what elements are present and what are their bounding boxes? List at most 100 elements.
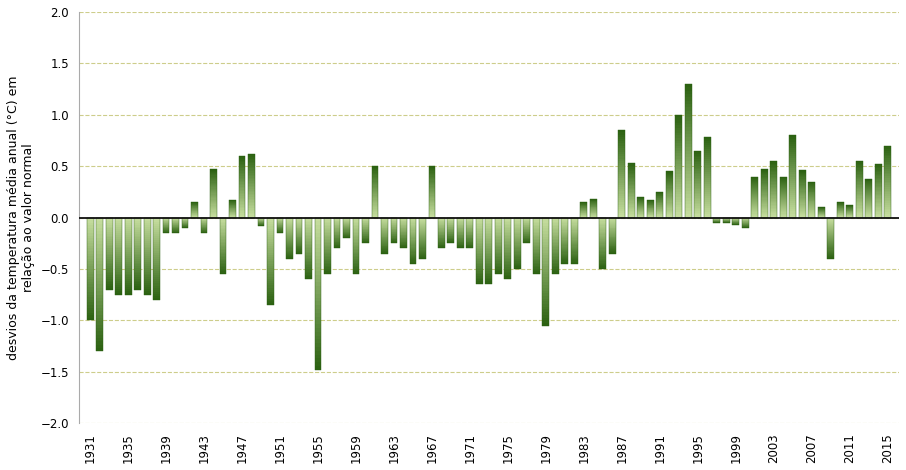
Bar: [543, 307, 549, 309]
Bar: [685, 201, 691, 204]
Bar: [429, 181, 436, 183]
Bar: [429, 169, 436, 170]
Bar: [884, 192, 892, 194]
Bar: [267, 301, 274, 303]
Bar: [770, 182, 777, 184]
Bar: [87, 261, 93, 264]
Bar: [400, 223, 407, 224]
Bar: [106, 221, 112, 223]
Bar: [115, 219, 122, 221]
Bar: [609, 233, 616, 234]
Bar: [371, 192, 379, 193]
Bar: [533, 263, 540, 264]
Bar: [486, 219, 492, 221]
Bar: [381, 250, 388, 251]
Bar: [248, 174, 255, 176]
Bar: [429, 211, 436, 212]
Bar: [267, 242, 274, 244]
Bar: [685, 154, 691, 157]
Bar: [295, 239, 303, 240]
Bar: [125, 235, 131, 237]
Bar: [505, 247, 511, 249]
Bar: [571, 220, 578, 221]
Bar: [381, 247, 388, 248]
Bar: [770, 168, 777, 170]
Bar: [562, 223, 568, 225]
Bar: [400, 228, 407, 229]
Bar: [600, 250, 606, 251]
Bar: [865, 217, 872, 218]
Bar: [324, 239, 331, 240]
Bar: [362, 235, 369, 236]
Bar: [371, 207, 379, 209]
Bar: [808, 199, 815, 200]
Bar: [875, 187, 882, 188]
Bar: [600, 238, 606, 240]
Bar: [609, 252, 616, 253]
Bar: [751, 178, 758, 179]
Bar: [457, 243, 464, 244]
Bar: [628, 163, 635, 218]
Bar: [780, 184, 786, 185]
Bar: [761, 172, 767, 173]
Bar: [210, 188, 217, 190]
Bar: [666, 196, 672, 197]
Bar: [343, 229, 350, 230]
Bar: [619, 146, 625, 148]
Bar: [704, 145, 710, 148]
Bar: [419, 228, 426, 229]
Bar: [799, 194, 805, 195]
Bar: [609, 227, 616, 228]
Bar: [153, 244, 160, 246]
Bar: [694, 152, 701, 154]
Bar: [884, 164, 892, 165]
Bar: [770, 211, 777, 212]
Bar: [457, 248, 464, 249]
Bar: [96, 318, 103, 321]
Bar: [628, 171, 635, 172]
Bar: [324, 263, 331, 264]
Bar: [248, 176, 255, 178]
Bar: [419, 236, 426, 237]
Bar: [324, 266, 331, 267]
Bar: [362, 238, 369, 239]
Bar: [638, 209, 644, 210]
Bar: [638, 203, 644, 204]
Bar: [248, 154, 255, 156]
Bar: [789, 201, 796, 203]
Bar: [219, 256, 226, 257]
Bar: [362, 241, 369, 242]
Bar: [875, 165, 882, 167]
Bar: [410, 234, 417, 235]
Bar: [524, 241, 530, 242]
Bar: [96, 265, 103, 268]
Bar: [751, 204, 758, 205]
Bar: [808, 192, 815, 193]
Bar: [514, 258, 521, 259]
Bar: [419, 255, 426, 256]
Bar: [106, 228, 112, 230]
Bar: [381, 235, 388, 236]
Bar: [827, 229, 834, 230]
Bar: [543, 228, 549, 231]
Bar: [609, 247, 616, 248]
Bar: [314, 317, 322, 321]
Bar: [333, 246, 341, 247]
Bar: [125, 291, 131, 293]
Bar: [87, 272, 93, 274]
Bar: [751, 202, 758, 203]
Bar: [628, 198, 635, 200]
Bar: [400, 220, 407, 221]
Bar: [125, 219, 131, 221]
Bar: [694, 186, 701, 188]
Bar: [856, 161, 863, 218]
Bar: [685, 161, 691, 164]
Bar: [628, 203, 635, 204]
Bar: [410, 245, 417, 247]
Bar: [381, 238, 388, 239]
Bar: [770, 188, 777, 189]
Bar: [305, 244, 312, 245]
Bar: [675, 115, 682, 118]
Bar: [153, 238, 160, 240]
Bar: [514, 218, 521, 269]
